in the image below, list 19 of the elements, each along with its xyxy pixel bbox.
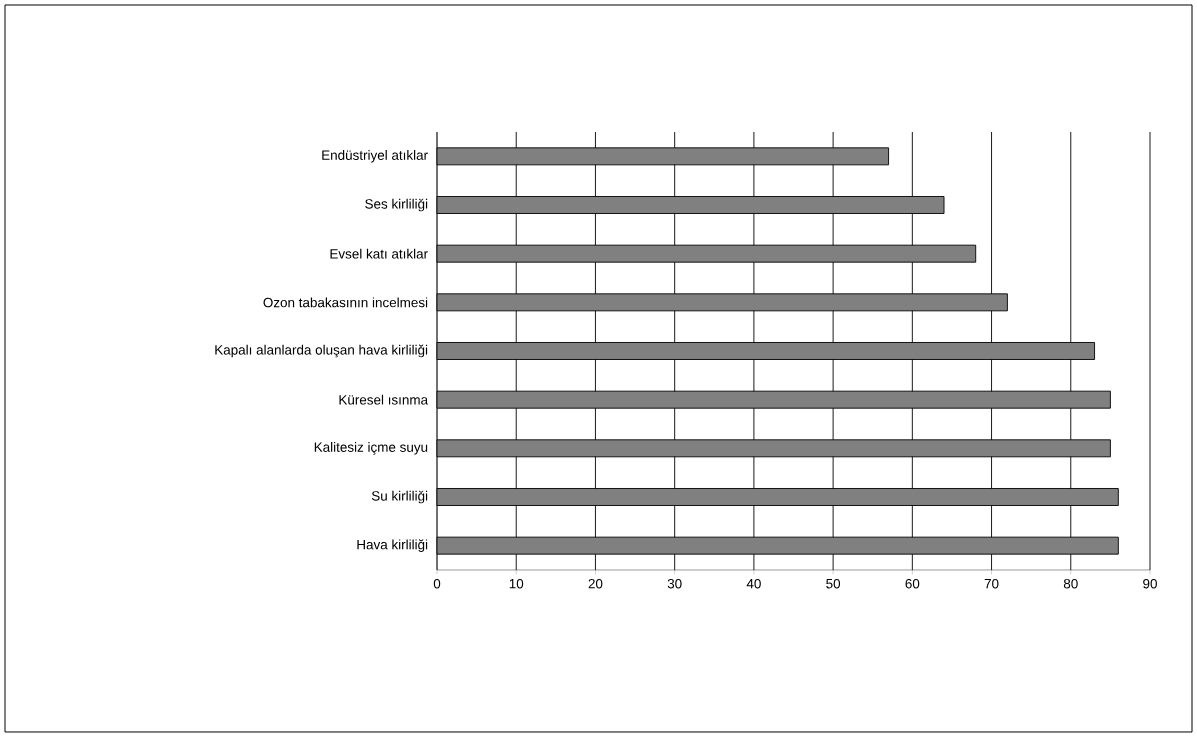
y-tick-label: Endüstriyel atıklar [322,150,428,163]
x-tick-label: 70 [984,578,999,589]
y-tick-label: Kapalı alanlarda oluşan hava kirliliği [215,344,428,358]
x-tick-label: 30 [667,578,682,589]
y-tick-label: Ozon tabakasının incelmesi [263,297,428,308]
x-tick-label: 20 [588,578,603,589]
y-tick-label: Su kirliliği [371,490,428,504]
x-tick-label: 50 [826,578,841,589]
y-tick-label: Hava kirliliği [357,539,428,553]
x-tick-label: 0 [433,578,441,589]
x-tick-label: 80 [1063,578,1078,589]
x-tick-label: 10 [509,578,524,589]
y-tick-label: Evsel katı atıklar [330,248,428,259]
x-tick-label: 60 [905,578,920,589]
y-tick-label: Ses kirliliği [365,198,428,212]
y-tick-label: Kalitesiz içme suyu [314,442,428,455]
x-tick-label: 90 [1143,578,1157,589]
y-tick-label: Küresel ısınma [339,394,429,405]
x-tick-label: 40 [746,578,761,589]
